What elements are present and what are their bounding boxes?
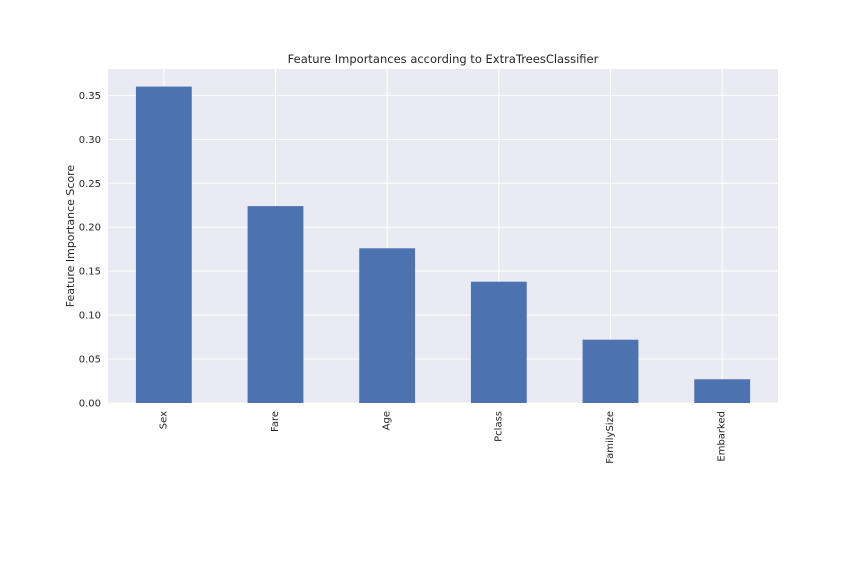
y-tick-labels: 0.00 0.05 0.10 0.15 0.20 0.25 0.30 0.35 [79, 91, 101, 410]
x-tick-label: Embarked [717, 411, 728, 462]
y-tick-label: 0.00 [79, 399, 101, 410]
bar-age [359, 248, 416, 403]
grid-lines [108, 69, 778, 404]
x-tick-label: Pclass [493, 411, 504, 442]
x-tick-labels: Sex Fare Age Pclass FamilySize Embarked [158, 411, 727, 464]
chart-title: Feature Importances according to ExtraTr… [288, 52, 599, 66]
y-tick-label: 0.35 [79, 91, 101, 102]
x-tick-label: FamilySize [605, 411, 616, 464]
bar-sex [135, 86, 192, 403]
bar-fare [247, 206, 304, 403]
bars [135, 86, 751, 403]
y-tick-label: 0.10 [79, 311, 101, 322]
y-tick-label: 0.05 [79, 355, 101, 366]
y-tick-label: 0.15 [79, 267, 101, 278]
bar-embarked [694, 379, 751, 403]
y-tick-label: 0.30 [79, 135, 101, 146]
x-tick-label: Sex [158, 411, 169, 429]
bar-familysize [582, 339, 639, 403]
plot-area [108, 69, 778, 403]
x-tick-label: Age [382, 411, 393, 430]
x-tick-label: Fare [270, 411, 281, 432]
bar-pclass [470, 281, 527, 403]
y-tick-label: 0.25 [79, 179, 101, 190]
y-axis-label: Feature Importance Score [64, 165, 77, 308]
y-tick-label: 0.20 [79, 223, 101, 234]
